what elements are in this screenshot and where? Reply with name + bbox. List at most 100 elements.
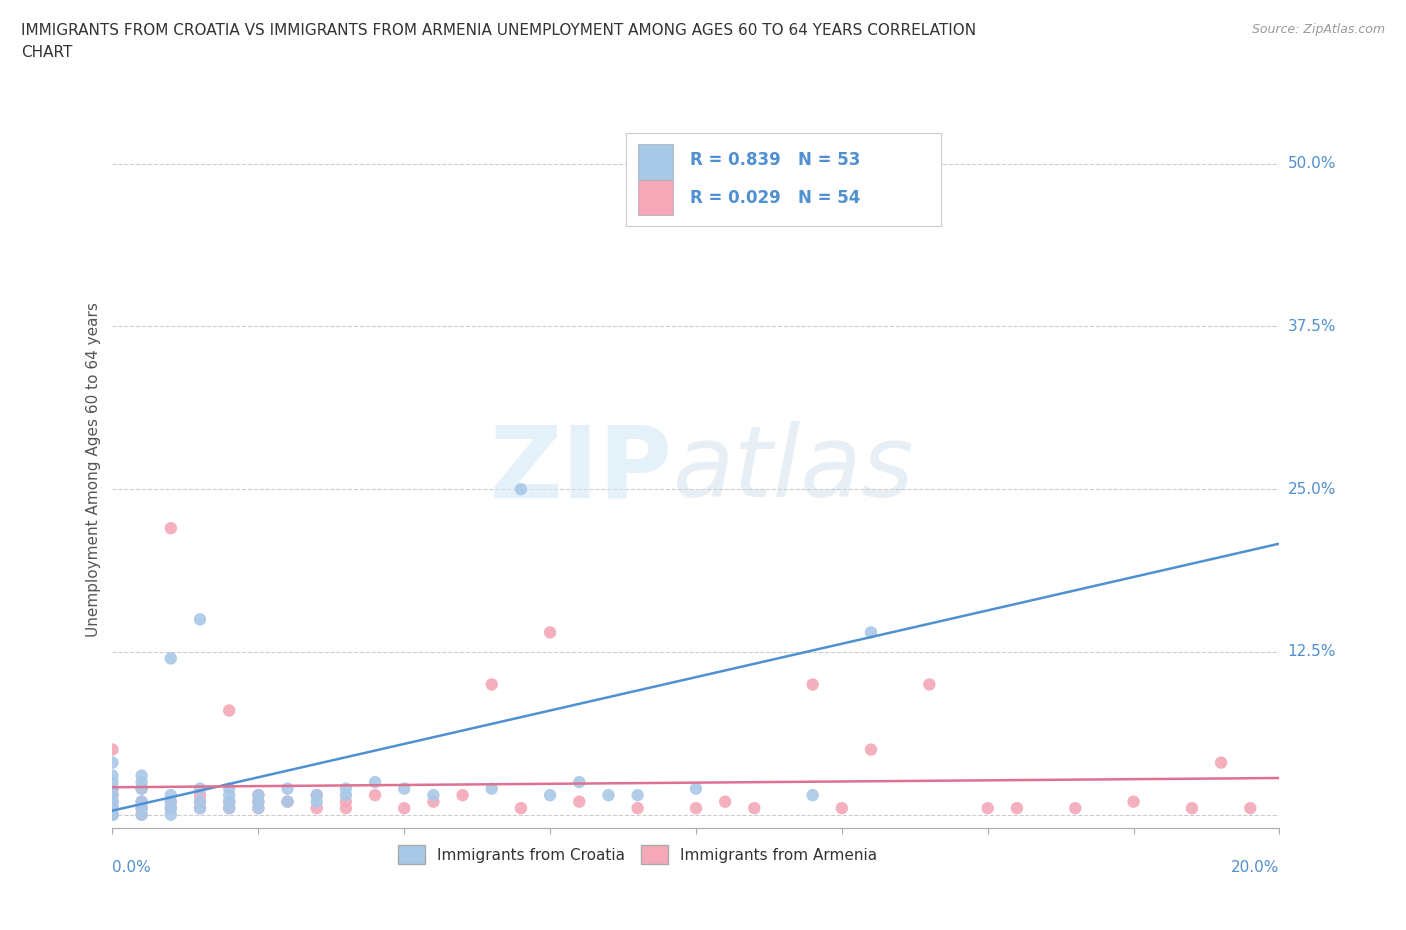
Point (188, 801, 211, 816)
Point (627, 801, 650, 816)
Point (101, 801, 124, 816)
Text: R = 0.029   N = 54: R = 0.029 N = 54 (690, 189, 860, 206)
Text: 50.0%: 50.0% (1288, 156, 1336, 171)
Point (305, 788, 328, 803)
Point (101, 781, 124, 796)
Point (247, 801, 270, 816)
Text: ZIP: ZIP (489, 421, 672, 518)
Point (801, 788, 824, 803)
Point (422, 788, 444, 803)
Point (131, 801, 153, 816)
Point (685, 801, 707, 816)
Point (101, 807, 124, 822)
Point (101, 794, 124, 809)
Text: 20.0%: 20.0% (1232, 860, 1279, 875)
Text: CHART: CHART (21, 45, 73, 60)
Point (860, 742, 883, 757)
Bar (638, 144, 672, 179)
Point (188, 612, 211, 627)
Point (627, 788, 650, 803)
Point (131, 807, 153, 822)
Point (218, 703, 240, 718)
Point (131, 775, 153, 790)
Point (160, 801, 183, 816)
Point (714, 794, 737, 809)
Legend: Immigrants from Croatia, Immigrants from Armenia: Immigrants from Croatia, Immigrants from… (392, 840, 883, 870)
Point (742, 801, 765, 816)
Point (335, 794, 357, 809)
Point (160, 521, 183, 536)
Point (218, 801, 240, 816)
Point (101, 807, 124, 822)
Point (188, 781, 211, 796)
Point (101, 768, 124, 783)
Point (509, 482, 531, 497)
Point (131, 807, 153, 822)
Point (247, 794, 270, 809)
Point (131, 794, 153, 809)
Point (276, 794, 298, 809)
FancyBboxPatch shape (626, 133, 941, 226)
Point (101, 781, 124, 796)
Text: 37.5%: 37.5% (1288, 319, 1336, 334)
Text: R = 0.839   N = 53: R = 0.839 N = 53 (690, 152, 860, 169)
Point (568, 775, 591, 790)
Point (1181, 801, 1204, 816)
Point (860, 625, 883, 640)
Point (685, 781, 707, 796)
Point (1209, 755, 1232, 770)
Point (101, 755, 124, 770)
Y-axis label: Unemployment Among Ages 60 to 64 years: Unemployment Among Ages 60 to 64 years (86, 302, 101, 637)
Point (188, 788, 211, 803)
Point (247, 788, 270, 803)
Bar (638, 179, 672, 216)
Point (101, 775, 124, 790)
Point (218, 801, 240, 816)
Point (101, 807, 124, 822)
Point (101, 801, 124, 816)
Point (101, 788, 124, 803)
Point (131, 781, 153, 796)
Point (218, 781, 240, 796)
Point (889, 182, 911, 197)
Point (247, 788, 270, 803)
Point (247, 794, 270, 809)
Point (218, 788, 240, 803)
Point (364, 775, 387, 790)
Text: 0.0%: 0.0% (112, 860, 152, 875)
Point (1239, 801, 1261, 816)
Point (481, 781, 503, 796)
Point (131, 801, 153, 816)
Text: atlas: atlas (672, 421, 914, 518)
Text: 25.0%: 25.0% (1288, 482, 1336, 497)
Point (305, 794, 328, 809)
Point (335, 781, 357, 796)
Point (101, 794, 124, 809)
Point (160, 794, 183, 809)
Point (918, 677, 941, 692)
Point (481, 677, 503, 692)
Point (509, 801, 531, 816)
Point (160, 801, 183, 816)
Point (1122, 794, 1144, 809)
Point (101, 807, 124, 822)
Point (1064, 801, 1087, 816)
Point (422, 794, 444, 809)
Point (101, 788, 124, 803)
Point (160, 794, 183, 809)
Point (305, 788, 328, 803)
Point (335, 788, 357, 803)
Text: IMMIGRANTS FROM CROATIA VS IMMIGRANTS FROM ARMENIA UNEMPLOYMENT AMONG AGES 60 TO: IMMIGRANTS FROM CROATIA VS IMMIGRANTS FR… (21, 23, 976, 38)
Point (831, 801, 853, 816)
Point (364, 788, 387, 803)
Point (394, 781, 416, 796)
Point (101, 801, 124, 816)
Point (131, 781, 153, 796)
Point (131, 768, 153, 783)
Point (1005, 801, 1028, 816)
Point (568, 794, 591, 809)
Point (160, 807, 183, 822)
Point (598, 788, 620, 803)
Point (451, 788, 474, 803)
Point (538, 625, 561, 640)
